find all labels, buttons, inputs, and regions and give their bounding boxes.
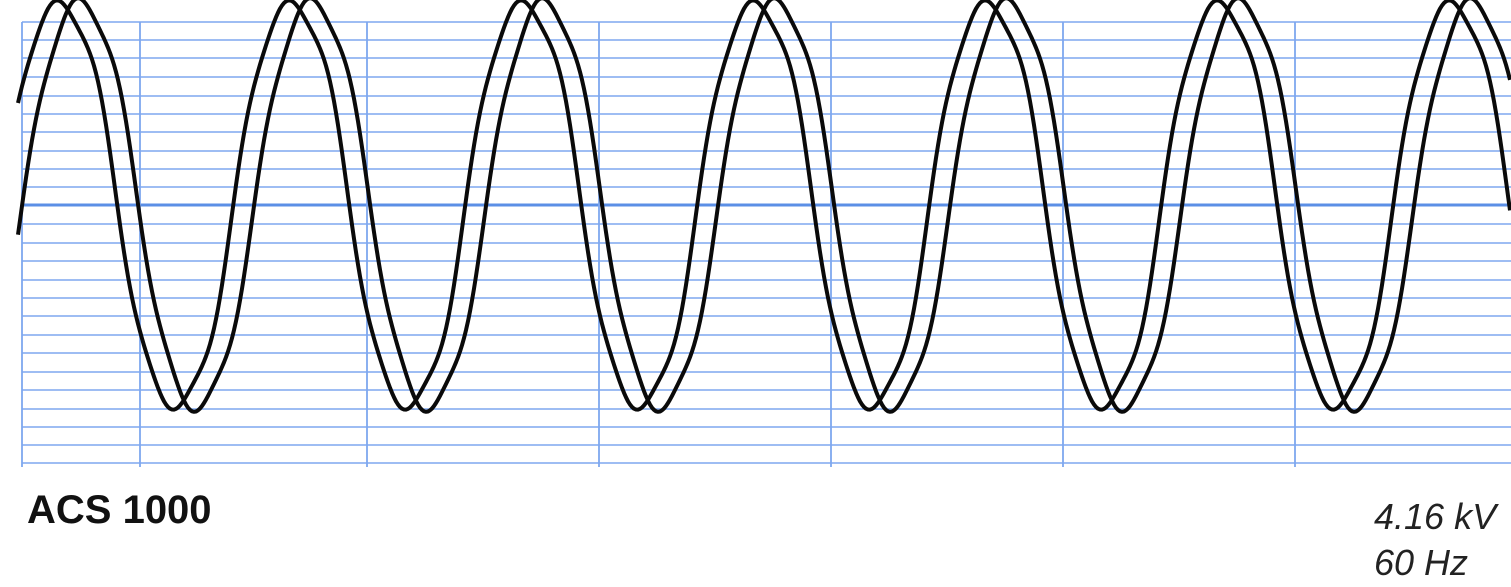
drive-label: ACS 1000 <box>27 488 212 532</box>
grid <box>21 21 1511 467</box>
traces <box>16 0 1511 414</box>
waveform-trace-2 <box>16 0 1511 414</box>
frequency-label: 60 Hz <box>1374 542 1469 583</box>
rating-labels: 4.16 kV 60 Hz <box>1374 494 1496 586</box>
voltage-label: 4.16 kV <box>1374 496 1497 537</box>
